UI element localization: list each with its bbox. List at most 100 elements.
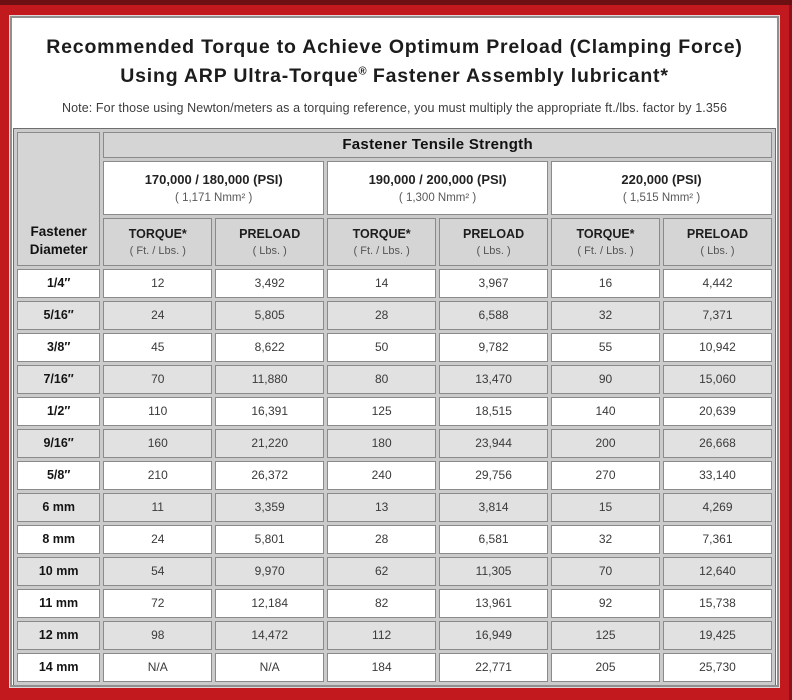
data-cell: 15,738 xyxy=(662,588,772,618)
data-cell: 4,269 xyxy=(662,492,772,522)
data-cell: 9,970 xyxy=(215,556,325,586)
psi-value: 170,000 / 180,000 (PSI) xyxy=(144,171,283,187)
table-row: 7/16″ 70 11,880 80 13,470 90 15,060 xyxy=(17,364,772,394)
data-cell: 11 xyxy=(103,492,213,522)
data-cell: 20,639 xyxy=(662,396,772,426)
psi-header-190-200: 190,000 / 200,000 (PSI) ( 1,300 Nmm² ) xyxy=(327,160,549,215)
table-row: 8 mm 24 5,801 28 6,581 32 7,361 xyxy=(17,524,772,554)
data-cell: 45 xyxy=(103,332,213,362)
data-cell: N/A xyxy=(103,652,213,682)
conversion-note: Note: For those using Newton/meters as a… xyxy=(61,100,727,115)
data-cell: N/A xyxy=(215,684,325,685)
title-line-2: Using ARP Ultra-Torque® Fastener Assembl… xyxy=(120,65,669,88)
data-cell: 98 xyxy=(103,620,213,650)
data-cell: 6,588 xyxy=(439,300,549,330)
fastener-diameter-cell: 5/8″ xyxy=(17,460,101,490)
data-cell: 15 xyxy=(551,492,660,522)
data-cell: 200 xyxy=(551,428,660,458)
data-cell: N/A xyxy=(103,684,213,685)
data-cell: 13,470 xyxy=(439,364,549,394)
fastener-diameter-cell: 5/16″ xyxy=(17,300,101,330)
fastener-diameter-cell: 9/16″ xyxy=(17,428,101,458)
fastener-diameter-cell: 14 mm xyxy=(17,652,101,682)
data-cell: 80 xyxy=(327,364,437,394)
data-cell: 110 xyxy=(103,396,213,426)
data-cell: 5,805 xyxy=(215,300,325,330)
data-cell: 3,967 xyxy=(439,268,549,298)
data-cell: 210 xyxy=(103,460,213,490)
data-cell: 5,801 xyxy=(215,524,325,554)
data-cell: 29,756 xyxy=(439,460,549,490)
data-cell: 140 xyxy=(551,396,660,426)
data-cell: 13 xyxy=(327,492,437,522)
data-cell: 22,771 xyxy=(439,652,549,682)
data-cell: 25,730 xyxy=(662,652,772,682)
data-cell: 33,519 xyxy=(662,684,772,685)
fastener-diameter-cell: 7/16″ xyxy=(17,364,101,394)
table-row: 6 mm 11 3,359 13 3,814 15 4,269 xyxy=(17,492,772,522)
data-cell: 4,442 xyxy=(662,268,772,298)
column-unit: ( Ft. / Lbs. ) xyxy=(353,244,410,257)
column-header-preload-1: PRELOAD ( Lbs. ) xyxy=(215,217,325,266)
data-cell: 12 xyxy=(103,268,213,298)
data-cell: 92 xyxy=(551,588,660,618)
data-cell: 9,782 xyxy=(439,332,549,362)
data-cell: 14 xyxy=(327,268,437,298)
psi-header-220: 220,000 (PSI) ( 1,515 Nmm² ) xyxy=(551,160,772,215)
data-cell: 112 xyxy=(327,620,437,650)
table-row: 9/16″ 160 21,220 180 23,944 200 26,668 xyxy=(17,428,772,458)
column-title: PRELOAD xyxy=(686,226,749,241)
data-cell: 16,391 xyxy=(215,396,325,426)
fastener-diameter-cell: 6 mm xyxy=(17,492,101,522)
data-cell: 90 xyxy=(551,364,660,394)
psi-value: 220,000 (PSI) xyxy=(621,171,702,187)
frame-top-strip xyxy=(0,0,792,5)
data-cell: 26,668 xyxy=(662,428,772,458)
data-cell: 12,640 xyxy=(662,556,772,586)
table-row: 16 mmN/AN/A24429,66427233,519 xyxy=(17,684,772,685)
registered-trademark-symbol: ® xyxy=(358,65,367,78)
data-cell: 16 xyxy=(551,268,660,298)
page-title: Recommended Torque to Achieve Optimum Pr… xyxy=(18,33,771,92)
nmm-value: ( 1,300 Nmm² ) xyxy=(398,191,477,204)
data-cell: 3,359 xyxy=(215,492,325,522)
column-title: PRELOAD xyxy=(463,226,525,241)
title-line-1: Recommended Torque to Achieve Optimum Pr… xyxy=(46,36,743,58)
column-header-torque-1: TORQUE* ( Ft. / Lbs. ) xyxy=(103,217,213,266)
nmm-value: ( 1,515 Nmm² ) xyxy=(622,191,701,204)
psi-header-row: 170,000 / 180,000 (PSI) ( 1,171 Nmm² ) 1… xyxy=(17,160,772,215)
fastener-diameter-cell: 10 mm xyxy=(17,556,101,586)
data-cell: 70 xyxy=(551,556,660,586)
group-header-row: Fastener Diameter Fastener Tensile Stren… xyxy=(17,131,772,266)
column-title: TORQUE* xyxy=(352,226,411,241)
data-cell: 82 xyxy=(327,588,437,618)
column-unit: ( Ft. / Lbs. ) xyxy=(129,244,186,257)
data-cell: 18,515 xyxy=(439,396,549,426)
nmm-value: ( 1,171 Nmm² ) xyxy=(175,191,253,204)
psi-header-170-180: 170,000 / 180,000 (PSI) ( 1,171 Nmm² ) xyxy=(103,160,325,215)
column-title: PRELOAD xyxy=(239,226,301,241)
data-cell: 29,664 xyxy=(439,684,549,685)
data-cell: 32 xyxy=(551,524,660,554)
column-title: TORQUE* xyxy=(576,226,635,241)
data-cell: 55 xyxy=(551,332,660,362)
data-cell: 184 xyxy=(327,652,437,682)
table-body: 1/4″ 12 3,492 14 3,967 16 4,442 5/16″ 24 5,805 28 6… xyxy=(17,268,772,685)
column-header-preload-2: PRELOAD ( Lbs. ) xyxy=(439,217,549,266)
column-header-torque-2: TORQUE* ( Ft. / Lbs. ) xyxy=(327,217,437,266)
data-cell: 26,372 xyxy=(215,460,325,490)
fastener-diameter-cell: 16 mm xyxy=(17,684,101,685)
data-cell: 3,814 xyxy=(439,492,549,522)
data-cell: 3,492 xyxy=(215,268,325,298)
table-row: 14 mm N/A N/A 184 22,771 205 25,730 xyxy=(17,652,772,682)
data-cell: 240 xyxy=(327,460,437,490)
data-cell: 205 xyxy=(551,652,660,682)
fastener-diameter-cell: 12 mm xyxy=(17,620,101,650)
data-cell: 72 xyxy=(103,588,213,618)
data-cell: 23,944 xyxy=(439,428,549,458)
data-cell: 7,371 xyxy=(662,300,772,330)
data-cell: 28 xyxy=(327,300,437,330)
table-row: 11 mm 72 12,184 82 13,961 92 15,738 xyxy=(17,588,772,618)
data-cell: 180 xyxy=(327,428,437,458)
data-cell: 12,184 xyxy=(215,588,325,618)
